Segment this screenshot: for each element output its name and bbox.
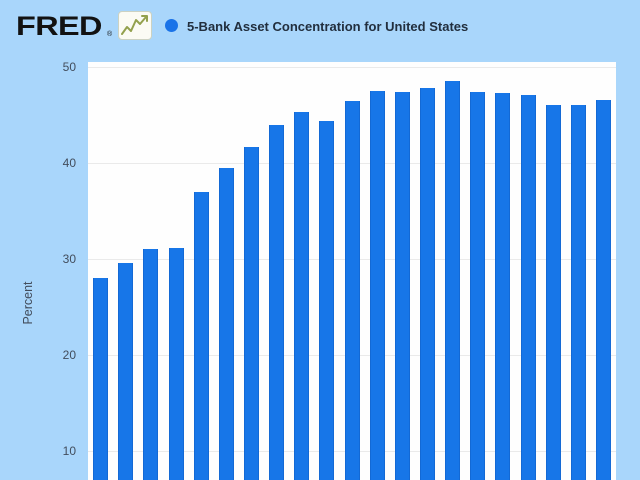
gridline — [88, 66, 616, 68]
bar-1997[interactable] — [118, 262, 134, 480]
fred-logo-chart-icon — [118, 11, 152, 40]
bar-2009[interactable] — [419, 87, 435, 480]
bar-2011[interactable] — [470, 91, 486, 480]
registered-trademark-symbol: ® — [107, 31, 113, 38]
y-tick-label: 10 — [62, 444, 76, 459]
bar-2014[interactable] — [545, 105, 561, 480]
bar-2016[interactable] — [595, 100, 611, 480]
bar-2000[interactable] — [193, 191, 209, 480]
bar-2013[interactable] — [520, 94, 536, 480]
bar-1999[interactable] — [168, 248, 184, 480]
series-title: 5-Bank Asset Concentration for United St… — [187, 19, 469, 34]
bar-2007[interactable] — [369, 90, 385, 480]
bar-1996[interactable] — [93, 278, 109, 480]
bar-2003[interactable] — [269, 124, 285, 480]
bar-2001[interactable] — [218, 167, 234, 480]
plot-area[interactable] — [88, 62, 616, 480]
y-axis-title: Percent — [21, 281, 35, 325]
series-legend-marker-icon — [165, 19, 178, 32]
bar-1998[interactable] — [143, 249, 159, 480]
bar-2002[interactable] — [243, 146, 259, 480]
bar-2005[interactable] — [319, 120, 335, 480]
chart-header: FRED ® 5-Bank Asset Concentration for Un… — [0, 0, 640, 62]
bar-2015[interactable] — [570, 105, 586, 480]
y-tick-label: 40 — [62, 155, 76, 170]
y-tick-label: 50 — [62, 59, 76, 74]
y-tick-label: 30 — [62, 252, 76, 266]
bar-2006[interactable] — [344, 101, 360, 480]
bar-2012[interactable] — [495, 92, 511, 480]
bar-2008[interactable] — [394, 91, 410, 480]
y-tick-label: 20 — [62, 348, 76, 363]
bar-2010[interactable] — [445, 81, 461, 480]
fred-logo[interactable]: FRED — [16, 11, 102, 41]
bar-2004[interactable] — [294, 112, 310, 480]
